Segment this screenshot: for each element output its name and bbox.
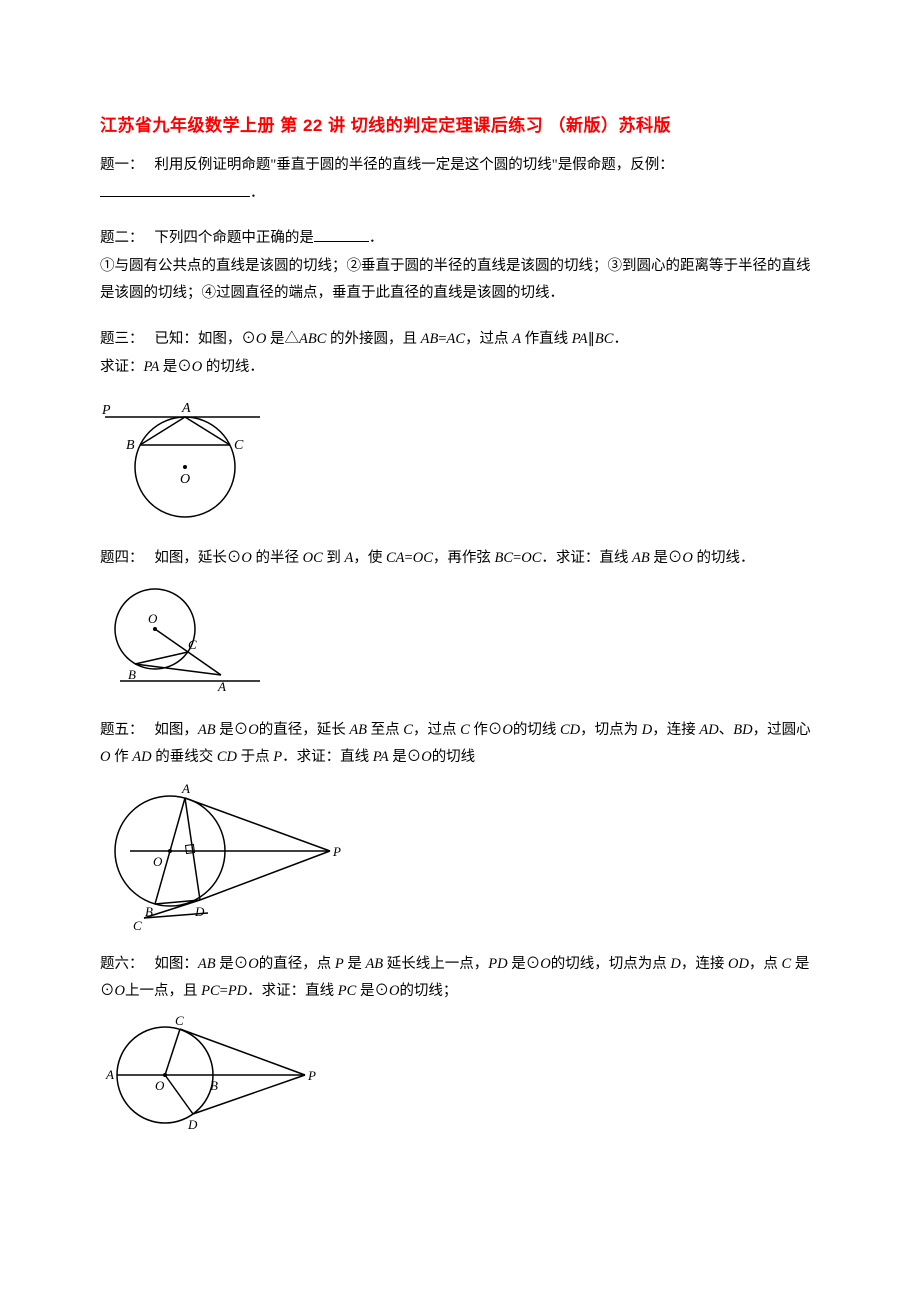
svg-text:A: A [105, 1067, 114, 1082]
svg-text:C: C [175, 1013, 184, 1028]
q6-text-d: 是 [344, 956, 366, 972]
q4-text-f: ，再作弦 [433, 550, 495, 566]
svg-text:A: A [181, 401, 191, 416]
q5-text-m: 的垂线交 [152, 749, 217, 765]
q6-label: 题六： [100, 956, 144, 972]
q3-text-a: 已知：如图，⊙ [154, 331, 256, 347]
svg-text:P: P [101, 403, 111, 418]
question-5: 题五： 如图，AB 是⊙O的直径，延长 AB 至点 C，过点 C 作⊙O的切线 … [100, 717, 820, 933]
q1-text-b: ． [250, 185, 265, 201]
svg-text:O: O [155, 1078, 165, 1093]
q2-options: ①与圆有公共点的直线是该圆的切线；②垂直于圆的半径的直线是该圆的切线；③到圆心的… [100, 253, 820, 308]
q4-text-e: = [405, 550, 413, 566]
q3-prove-a: 求证： [100, 359, 144, 375]
q1-label: 题一： [100, 157, 144, 173]
svg-text:B: B [145, 904, 153, 919]
q5-text-l: 作 [110, 749, 132, 765]
q4-figure: O C B A [100, 579, 820, 699]
question-2: 题二： 下列四个命题中正确的是 ． ①与圆有公共点的直线是该圆的切线；②垂直于圆的… [100, 225, 820, 308]
q3-text-b: 是△ [270, 331, 299, 347]
svg-text:D: D [194, 904, 205, 919]
q5-text-b: 是⊙ [216, 722, 249, 738]
svg-text:O: O [153, 854, 163, 869]
question-1: 题一： 利用反例证明命题"垂直于圆的半径的直线一定是这个圆的切线"是假命题，反例… [100, 152, 820, 207]
svg-text:C: C [133, 918, 142, 933]
q4-text-h: ．求证：直线 [541, 550, 632, 566]
svg-text:O: O [148, 611, 158, 626]
svg-text:P: P [332, 844, 341, 859]
q5-text-i: ，连接 [652, 722, 699, 738]
q6-text-c: 的直径，点 [259, 956, 335, 972]
svg-text:A: A [181, 781, 190, 796]
q2-blank [314, 227, 369, 243]
svg-text:C: C [234, 438, 244, 453]
q3-figure: P A B C O [100, 387, 820, 527]
document-title: 江苏省九年级数学上册 第 22 讲 切线的判定定理课后练习 （新版）苏科版 [100, 110, 820, 142]
q4-text-g: = [513, 550, 521, 566]
svg-text:B: B [126, 438, 135, 453]
q6-figure: C A O B P D [100, 1012, 820, 1142]
q4-label: 题四： [100, 550, 144, 566]
q3-text-f: 作直线 [521, 331, 572, 347]
svg-text:B: B [210, 1078, 218, 1093]
q4-text-d: ，使 [353, 550, 386, 566]
q6-text-h: ，连接 [681, 956, 728, 972]
q5-text-h: ，切点为 [580, 722, 642, 738]
q6-text-n: 是⊙ [356, 983, 389, 999]
q4-text-b: 的半径 [255, 550, 302, 566]
q3-text-e: ，过点 [465, 331, 512, 347]
q6-text-a: 如图： [154, 956, 198, 972]
q2-label: 题二： [100, 230, 144, 246]
q6-text-g: 的切线，切点为点 [551, 956, 671, 972]
q3-text-c: 的外接圆，且 [330, 331, 421, 347]
q3-prove-b: 是⊙ [163, 359, 192, 375]
svg-text:D: D [187, 1117, 198, 1132]
q5-text-c: 的直径，延长 [259, 722, 350, 738]
q2-text-a: 下列四个命题中正确的是 [154, 230, 314, 246]
q3-text-h: ． [613, 331, 628, 347]
svg-text:A: A [217, 679, 226, 694]
q3-label: 题三： [100, 331, 144, 347]
q4-text-a: 如图，延长⊙ [154, 550, 241, 566]
question-6: 题六： 如图：AB 是⊙O的直径，点 P 是 AB 延长线上一点，PD 是⊙O的… [100, 951, 820, 1142]
q5-text-n: 于点 [237, 749, 273, 765]
q6-text-i: ，点 [749, 956, 782, 972]
q2-text-b: ． [369, 230, 384, 246]
q5-text-e: ，过点 [413, 722, 460, 738]
q3-prove-c: 的切线． [206, 359, 264, 375]
q5-text-q: 的切线 [432, 749, 476, 765]
q5-text-d: 至点 [367, 722, 403, 738]
question-4: 题四： 如图，延长⊙O 的半径 OC 到 A，使 CA=OC，再作弦 BC=OC… [100, 545, 820, 699]
q5-text-f: 作⊙ [470, 722, 503, 738]
q3-text-g: ∥ [588, 331, 595, 347]
q5-figure: A O P B C D [100, 778, 820, 933]
q6-text-k: 上一点，且 [125, 983, 201, 999]
svg-text:B: B [128, 667, 136, 682]
q6-text-f: 是⊙ [508, 956, 541, 972]
q4-text-i: 是⊙ [650, 550, 683, 566]
q4-text-j: 的切线． [696, 550, 754, 566]
q3-text-d: = [438, 331, 446, 347]
q5-text-p: 是⊙ [389, 749, 422, 765]
question-3: 题三： 已知：如图，⊙O 是△ABC 的外接圆，且 AB=AC，过点 A 作直线… [100, 326, 820, 527]
q4-text-c: 到 [323, 550, 345, 566]
q6-text-m: ．求证：直线 [247, 983, 338, 999]
q5-text-o: ．求证：直线 [282, 749, 373, 765]
svg-text:O: O [180, 472, 190, 487]
svg-text:C: C [188, 637, 197, 652]
q5-text-a: 如图， [154, 722, 198, 738]
q1-blank [100, 181, 250, 197]
q6-text-b: 是⊙ [216, 956, 249, 972]
q6-text-o: 的切线； [399, 983, 457, 999]
q6-text-l: = [220, 983, 228, 999]
q1-text-a: 利用反例证明命题"垂直于圆的半径的直线一定是这个圆的切线"是假命题，反例： [154, 157, 673, 173]
svg-text:P: P [307, 1068, 316, 1083]
q6-text-e: 延长线上一点， [383, 956, 488, 972]
q5-text-g: 的切线 [513, 722, 560, 738]
q5-label: 题五： [100, 722, 144, 738]
q5-text-k: ，过圆心 [753, 722, 811, 738]
q5-text-j: 、 [719, 722, 734, 738]
